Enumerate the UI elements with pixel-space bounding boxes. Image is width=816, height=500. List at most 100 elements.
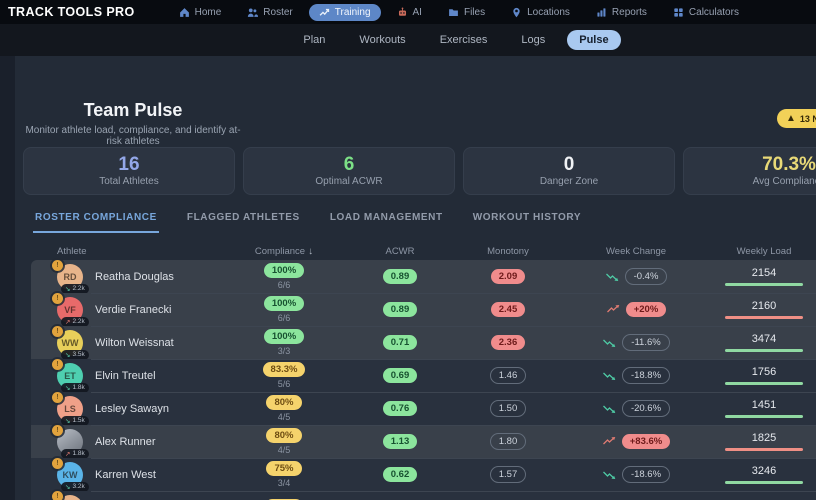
- tab-load-management[interactable]: LOAD MANAGEMENT: [328, 206, 445, 233]
- trend-arrow-icon: ↗: [65, 450, 70, 458]
- attention-alert-badge[interactable]: ▲ 13 Ne: [777, 109, 816, 128]
- column-header-weekly-load[interactable]: Weekly Load: [714, 246, 814, 257]
- monotony-pill: 1.57: [490, 466, 527, 484]
- acwr-pill: 0.76: [383, 401, 418, 417]
- main-content-panel: Team Pulse Monitor athlete load, complia…: [15, 56, 816, 500]
- avatar-load-badge-value: 3.5k: [72, 351, 84, 358]
- table-row[interactable]: RD ! ↘ 2.2k Reatha Douglas 100% 6/6 0.89…: [31, 260, 816, 293]
- compliance-pill: 80%: [266, 395, 301, 411]
- warning-badge-icon: !: [52, 293, 63, 304]
- monotony-pill: 1.50: [490, 400, 527, 418]
- trend-arrow-icon: ↘: [65, 483, 70, 491]
- top-nav-item[interactable]: Home: [169, 4, 232, 21]
- roster-icon: [247, 7, 258, 18]
- sub-nav-item-exercises[interactable]: Exercises: [428, 30, 500, 50]
- avatar[interactable]: VF ! ↗ 2.2k: [57, 297, 83, 323]
- monotony-pill: 2.09: [491, 269, 526, 285]
- avatar[interactable]: ! ↘: [57, 495, 83, 500]
- week-change-pill: -18.6%: [622, 466, 670, 484]
- sub-nav-item-pulse[interactable]: Pulse: [567, 30, 620, 50]
- week-trend-icon: [602, 469, 617, 480]
- compliance-detail: 4/5: [278, 445, 291, 455]
- warning-badge-icon: !: [52, 326, 63, 337]
- page-header: Team Pulse Monitor athlete load, complia…: [23, 100, 243, 147]
- top-nav-items: Home Roster Training AI Files Locations …: [169, 4, 749, 21]
- training-icon: [319, 7, 330, 18]
- week-change-pill: -0.4%: [625, 268, 668, 286]
- avatar-load-badge: ↗ 1.8k: [61, 449, 89, 459]
- trend-arrow-icon: ↘: [65, 351, 70, 359]
- sub-nav-item-workouts[interactable]: Workouts: [347, 30, 417, 50]
- sub-nav-item-plan[interactable]: Plan: [291, 30, 337, 50]
- top-nav-item[interactable]: AI: [387, 4, 432, 21]
- calculators-icon: [673, 7, 684, 18]
- avatar[interactable]: WW ! ↘ 3.5k: [57, 330, 83, 356]
- monotony-pill: 2.45: [491, 302, 526, 318]
- stat-label: Total Athletes: [99, 176, 158, 187]
- avatar[interactable]: AR ! ↗ 1.8k: [57, 429, 83, 455]
- trend-arrow-icon: ↘: [65, 384, 70, 392]
- alert-label: 13 Ne: [800, 114, 816, 124]
- top-nav-item[interactable]: Files: [438, 4, 495, 21]
- table-row[interactable]: KW ! ↘ 3.2k Karren West 75% 3/4 0.62 1.5…: [31, 458, 816, 491]
- sub-nav-item-label: Workouts: [359, 34, 405, 46]
- top-nav-item[interactable]: Locations: [501, 4, 580, 21]
- table-row[interactable]: VF ! ↗ 2.2k Verdie Franecki 100% 6/6 0.8…: [31, 293, 816, 326]
- nav-item-label: Calculators: [689, 7, 739, 18]
- athlete-name: Karren West: [95, 469, 156, 481]
- nav-item-label: Training: [335, 7, 371, 18]
- avatar-load-badge-value: 1.8k: [72, 384, 84, 391]
- stat-value: 6: [344, 155, 355, 175]
- week-trend-icon: [606, 304, 621, 315]
- week-trend-icon: [602, 337, 617, 348]
- top-nav-item[interactable]: Training: [309, 4, 381, 21]
- compliance-detail: 4/5: [278, 412, 291, 422]
- top-navigation-bar: TRACK TOOLS PRO Home Roster Training AI …: [0, 0, 816, 24]
- table-row[interactable]: ET ! ↘ 1.8k Elvin Treutel 83.3% 5/6 0.69…: [31, 359, 816, 392]
- monotony-pill: 1.80: [490, 433, 527, 451]
- week-trend-icon: [605, 271, 620, 282]
- weekly-load-value: 3246: [752, 465, 776, 477]
- tab-roster-compliance[interactable]: ROSTER COMPLIANCE: [33, 206, 159, 233]
- sub-nav-item-logs[interactable]: Logs: [509, 30, 557, 50]
- table-row[interactable]: LS ! ↘ 1.5k Lesley Sawayn 80% 4/5 0.76 1…: [31, 392, 816, 425]
- avatar[interactable]: ET ! ↘ 1.8k: [57, 363, 83, 389]
- tab-label: ROSTER COMPLIANCE: [35, 212, 157, 223]
- avatar[interactable]: KW ! ↘ 3.2k: [57, 462, 83, 488]
- reports-icon: [596, 7, 607, 18]
- avatar[interactable]: RD ! ↘ 2.2k: [57, 264, 83, 290]
- top-nav-item[interactable]: Reports: [586, 4, 657, 21]
- roster-compliance-table: RD ! ↘ 2.2k Reatha Douglas 100% 6/6 0.89…: [31, 260, 816, 500]
- sub-nav-item-label: Pulse: [579, 34, 608, 46]
- column-header-compliance[interactable]: Compliance↓: [226, 246, 342, 257]
- weekly-load-bar: [725, 448, 803, 451]
- compliance-detail: 3/4: [278, 478, 291, 488]
- table-row[interactable]: ! ↘: [31, 491, 816, 500]
- table-row[interactable]: AR ! ↗ 1.8k Alex Runner 80% 4/5 1.13 1.8…: [31, 425, 816, 458]
- top-nav-item[interactable]: Calculators: [663, 4, 749, 21]
- column-header-acwr[interactable]: ACWR: [342, 246, 458, 257]
- trend-arrow-icon: ↘: [65, 285, 70, 293]
- ai-icon: [397, 7, 408, 18]
- column-header-athlete[interactable]: Athlete: [31, 246, 226, 257]
- nav-item-label: Home: [195, 7, 222, 18]
- weekly-load-bar: [725, 481, 803, 484]
- stat-card: 6 Optimal ACWR: [243, 147, 455, 195]
- table-row[interactable]: WW ! ↘ 3.5k Wilton Weissnat 100% 3/3 0.7…: [31, 326, 816, 359]
- page-subtitle: Monitor athlete load, compliance, and id…: [23, 125, 243, 147]
- week-change-pill: -18.8%: [622, 367, 670, 385]
- monotony-pill: 1.46: [490, 367, 527, 385]
- nav-item-label: Files: [464, 7, 485, 18]
- nav-item-label: Locations: [527, 7, 570, 18]
- acwr-pill: 1.13: [383, 434, 418, 450]
- tab-flagged-athletes[interactable]: FLAGGED ATHLETES: [185, 206, 302, 233]
- tab-workout-history[interactable]: WORKOUT HISTORY: [471, 206, 583, 233]
- avatar[interactable]: LS ! ↘ 1.5k: [57, 396, 83, 422]
- weekly-load-bar: [725, 349, 803, 352]
- stats-cards-row: 16 Total Athletes 6 Optimal ACWR 0 Dange…: [23, 147, 816, 195]
- avatar-load-badge-value: 2.2k: [72, 285, 84, 292]
- top-nav-item[interactable]: Roster: [237, 4, 302, 21]
- column-header-monotony[interactable]: Monotony: [458, 246, 558, 257]
- weekly-load-bar: [725, 415, 803, 418]
- column-header-week-change[interactable]: Week Change: [558, 246, 714, 257]
